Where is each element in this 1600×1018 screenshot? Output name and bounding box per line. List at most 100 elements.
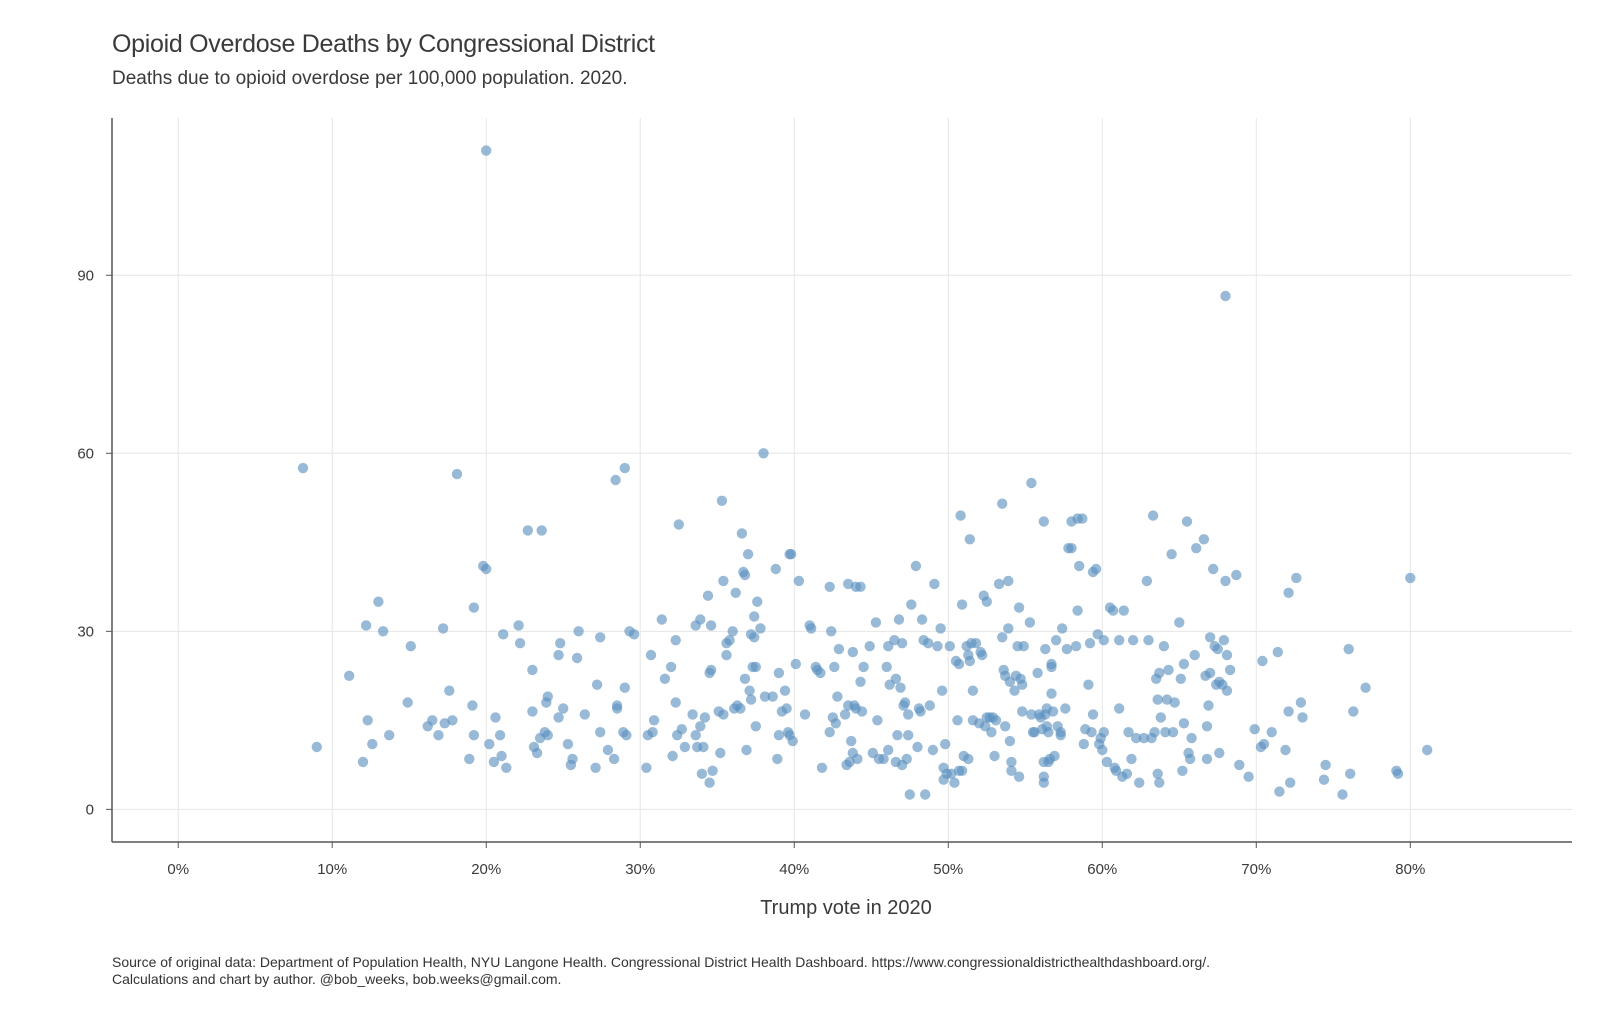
data-point xyxy=(542,691,553,702)
data-point xyxy=(964,534,975,545)
data-point xyxy=(1149,727,1160,738)
data-point xyxy=(1097,744,1108,756)
data-point xyxy=(1114,703,1125,714)
data-point xyxy=(447,715,458,726)
data-point xyxy=(1218,635,1230,646)
data-point xyxy=(1047,706,1059,717)
data-point xyxy=(1024,617,1036,628)
data-point xyxy=(1337,789,1348,800)
data-point xyxy=(832,691,843,702)
data-point xyxy=(602,744,614,756)
data-point xyxy=(590,762,601,773)
data-point xyxy=(727,626,738,637)
data-point xyxy=(953,658,965,670)
data-point xyxy=(1086,727,1097,738)
data-point xyxy=(1297,712,1308,723)
data-point xyxy=(830,718,841,729)
data-point xyxy=(1009,685,1020,696)
data-point xyxy=(1208,563,1219,575)
data-point xyxy=(1087,709,1099,720)
data-point xyxy=(1026,709,1037,720)
data-point xyxy=(741,744,752,756)
data-point xyxy=(665,661,677,673)
data-point xyxy=(695,721,706,732)
data-point xyxy=(1003,575,1014,587)
data-point xyxy=(444,685,455,696)
data-point xyxy=(1224,664,1236,676)
data-point xyxy=(645,649,657,661)
data-point xyxy=(1074,560,1085,572)
data-point xyxy=(1243,771,1254,782)
data-point xyxy=(739,569,751,581)
data-point xyxy=(1212,643,1224,655)
data-point xyxy=(846,735,857,747)
data-point xyxy=(1118,605,1130,616)
data-point xyxy=(1198,534,1210,545)
data-point xyxy=(1166,549,1177,560)
data-point xyxy=(704,777,715,788)
data-point xyxy=(514,638,526,649)
data-point xyxy=(527,706,538,717)
data-point xyxy=(1070,641,1082,652)
data-point xyxy=(1345,768,1356,779)
data-point xyxy=(1258,738,1270,750)
data-point xyxy=(1083,679,1094,690)
data-point xyxy=(555,638,566,649)
data-point xyxy=(952,715,963,726)
data-point xyxy=(567,753,578,765)
data-point xyxy=(494,730,506,741)
data-point xyxy=(936,685,948,696)
data-point xyxy=(513,620,524,631)
x-tick-label: 0% xyxy=(167,861,189,878)
data-point xyxy=(1090,563,1102,575)
data-point xyxy=(1078,738,1090,750)
data-point xyxy=(673,519,684,530)
data-point xyxy=(904,789,915,800)
data-point xyxy=(1177,765,1188,776)
data-point xyxy=(1141,575,1153,587)
data-point xyxy=(1174,617,1185,628)
data-point xyxy=(1046,688,1057,699)
data-point xyxy=(1043,727,1054,738)
data-point xyxy=(571,652,583,664)
data-point xyxy=(1283,587,1294,598)
data-point xyxy=(770,563,781,575)
data-point xyxy=(1013,602,1025,613)
data-point xyxy=(573,626,584,637)
data-point xyxy=(707,765,718,776)
x-tick-label: 70% xyxy=(1241,861,1271,878)
data-point xyxy=(1295,697,1307,708)
data-point xyxy=(1203,700,1214,711)
data-point xyxy=(1138,732,1150,744)
data-point xyxy=(1272,646,1284,658)
data-point xyxy=(628,629,640,640)
data-point xyxy=(1280,744,1291,756)
data-point xyxy=(1184,753,1196,765)
data-point xyxy=(1084,638,1096,649)
data-point xyxy=(1186,732,1197,744)
data-point xyxy=(679,741,691,753)
data-point xyxy=(1178,718,1190,729)
tick-labels: 0% 10% 20% 30% 40% 50% 60% 70% 80% 0 30 60 90 xyxy=(77,267,1425,878)
data-point xyxy=(1163,664,1174,676)
data-point xyxy=(910,560,922,572)
data-point xyxy=(1155,712,1167,723)
data-point xyxy=(536,525,547,536)
data-point xyxy=(755,623,766,634)
data-point xyxy=(1077,513,1088,524)
data-point xyxy=(1169,697,1180,708)
data-point xyxy=(718,575,729,587)
data-point xyxy=(767,691,778,702)
data-point xyxy=(772,753,783,765)
data-point xyxy=(730,587,741,598)
data-point xyxy=(1214,747,1225,759)
data-point xyxy=(641,762,652,773)
data-point xyxy=(759,691,771,702)
data-point xyxy=(955,510,966,521)
data-point xyxy=(698,741,709,753)
data-point xyxy=(705,664,717,676)
data-point xyxy=(1000,721,1011,732)
data-point xyxy=(923,638,934,649)
data-point xyxy=(1050,635,1062,646)
data-point xyxy=(1004,735,1016,747)
